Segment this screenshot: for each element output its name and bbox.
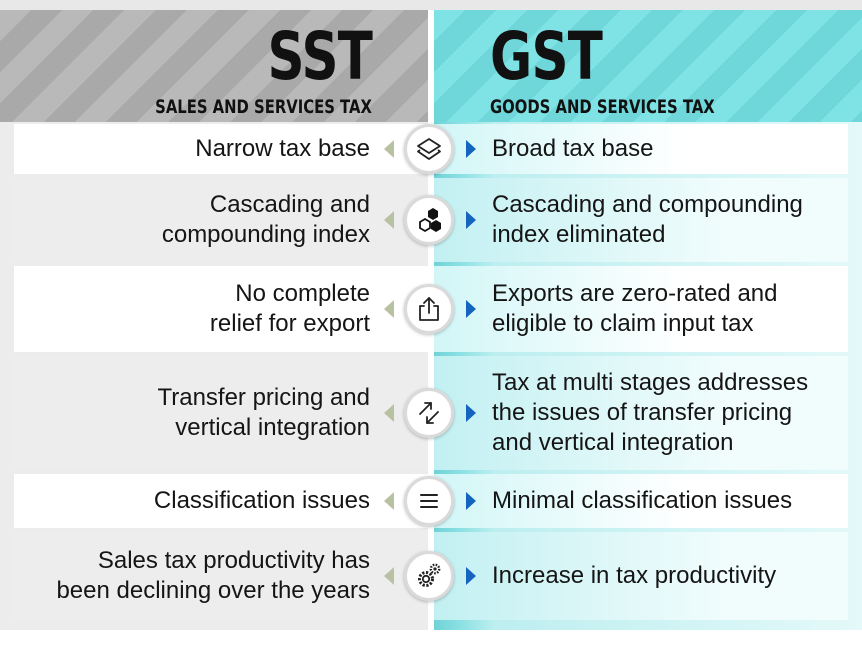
layers-icon: [404, 124, 454, 174]
sst-point: Sales tax productivity has been declinin…: [56, 547, 370, 604]
sst-point: Classification issues: [153, 487, 370, 514]
gst-point: Minimal classification issues: [492, 487, 793, 514]
comparison-row: Classification issues Minimal classifica…: [0, 472, 862, 530]
sst-cell: [14, 532, 428, 620]
gst-cell: [434, 532, 848, 620]
transfer-arrows-icon: [404, 388, 454, 438]
gst-subtitle: GOODS AND SERVICES TAX: [490, 96, 715, 118]
gst-point: Cascading and compounding index eliminat…: [492, 191, 803, 248]
gst-point: Tax at multi stages addresses the issues…: [492, 369, 809, 456]
gst-point: Exports are zero-rated and eligible to c…: [492, 280, 778, 337]
sst-header: SST SALES AND SERVICES TAX: [0, 10, 428, 122]
sst-cell: [14, 356, 428, 470]
gst-cell: [434, 474, 848, 528]
gst-title: GST: [490, 18, 603, 95]
right-arrow-icon: [466, 404, 476, 422]
right-arrow-icon: [466, 300, 476, 318]
hexagons-icon: [404, 195, 454, 245]
right-arrow-icon: [466, 211, 476, 229]
comparison-row: Transfer pricing and vertical integratio…: [0, 354, 862, 472]
gst-cell: [434, 124, 848, 174]
left-arrow-icon: [384, 492, 394, 510]
gst-cell: [434, 356, 848, 470]
left-arrow-icon: [384, 140, 394, 158]
right-arrow-icon: [466, 567, 476, 585]
sst-point: No complete relief for export: [209, 280, 370, 337]
sst-cell: [14, 266, 428, 352]
gst-point: Broad tax base: [492, 135, 654, 162]
right-arrow-icon: [466, 140, 476, 158]
share-export-icon: [404, 284, 454, 334]
sst-cell: [14, 124, 428, 174]
comparison-panel: SST SALES AND SERVICES TAX GST GOODS AND…: [0, 0, 862, 630]
gst-cell: [434, 178, 848, 262]
gst-header: GST GOODS AND SERVICES TAX: [434, 10, 862, 122]
gears-icon: [404, 551, 454, 601]
left-arrow-icon: [384, 300, 394, 318]
comparison-row: Sales tax productivity has been declinin…: [0, 530, 862, 622]
sst-point: Narrow tax base: [195, 135, 370, 162]
sst-subtitle: SALES AND SERVICES TAX: [155, 96, 372, 118]
sst-point: Cascading and compounding index: [161, 191, 370, 248]
comparison-row: Narrow tax base Broad tax base: [0, 122, 862, 176]
sst-cell: [14, 178, 428, 262]
right-arrow-icon: [466, 492, 476, 510]
left-arrow-icon: [384, 567, 394, 585]
left-arrow-icon: [384, 211, 394, 229]
sst-title: SST: [267, 18, 372, 95]
comparison-row: No complete relief for export Exports ar…: [0, 264, 862, 354]
comparison-row: Cascading and compounding index Cascadin…: [0, 176, 862, 264]
gst-point: Increase in tax productivity: [492, 562, 777, 589]
menu-lines-icon: [404, 476, 454, 526]
gst-cell: [434, 266, 848, 352]
left-arrow-icon: [384, 404, 394, 422]
sst-point: Transfer pricing and vertical integratio…: [157, 384, 370, 441]
sst-cell: [14, 474, 428, 528]
